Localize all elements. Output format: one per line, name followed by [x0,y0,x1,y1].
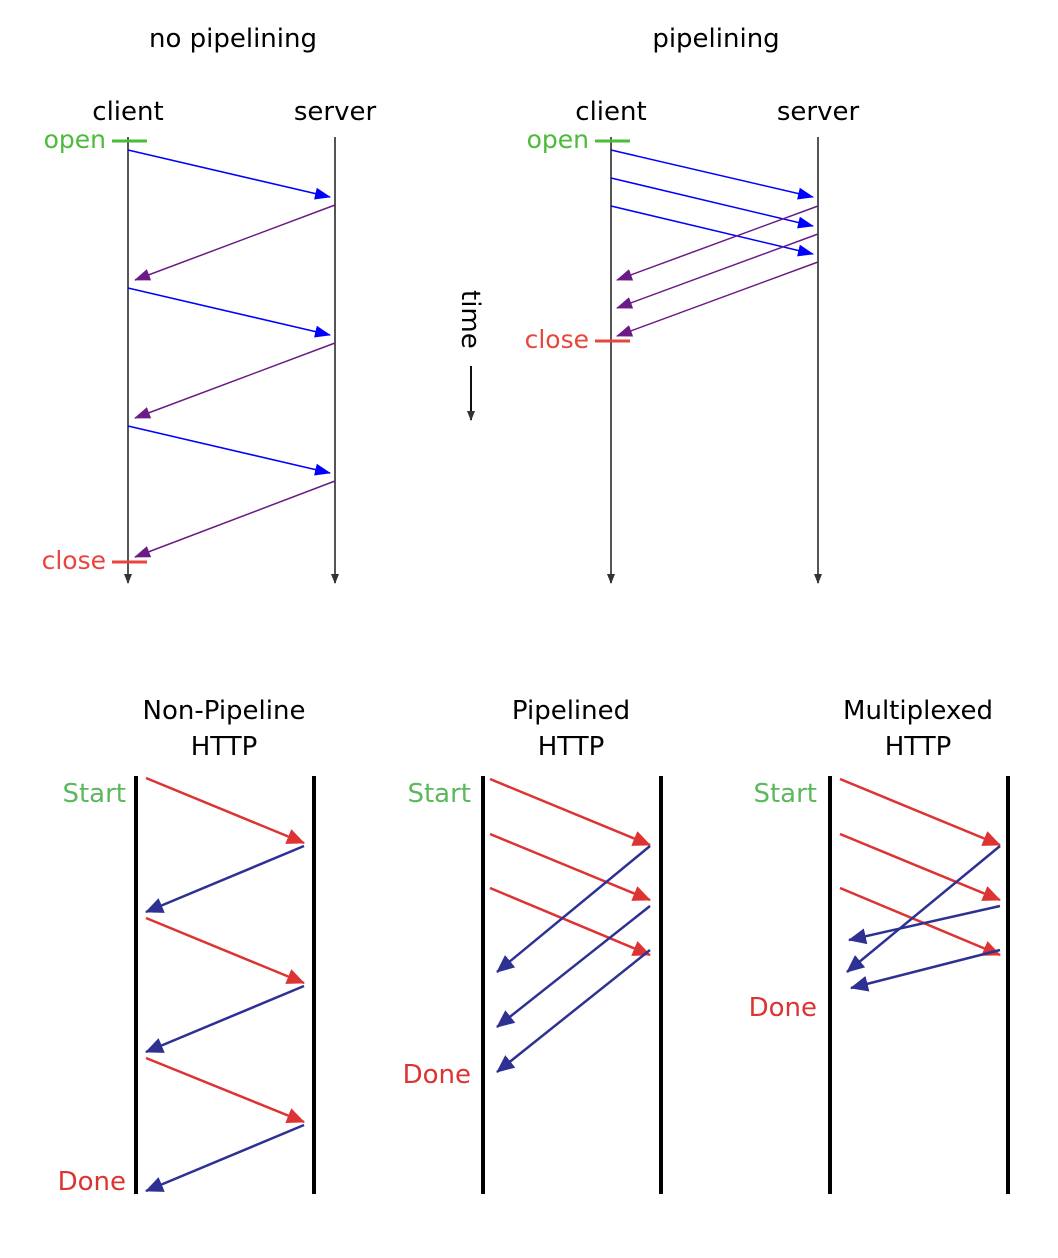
panel-title-line2: HTTP [538,732,605,762]
time-indicator: time [455,290,485,421]
request-arrow [127,287,331,338]
start-label: Start [753,779,817,809]
close-label: close [42,546,106,575]
server-label: server [777,97,860,127]
time-label: time [455,290,485,349]
done-label: Done [749,993,817,1023]
request-arrow [610,177,814,229]
response-arrow [616,233,819,309]
response-arrow [848,904,1001,945]
panel-title-line1: Multiplexed [843,696,993,726]
response-arrow [145,844,305,914]
request-arrow [145,1056,305,1124]
response-arrow [496,905,651,1028]
client-label: client [575,97,646,127]
pipelining-panel: pipelining client server open close [525,24,860,584]
panel-title: pipelining [652,24,779,54]
request-arrow [145,776,305,845]
request-arrow [610,149,814,200]
client-label: client [92,97,163,127]
panel-title-line2: HTTP [191,732,258,762]
request-arrow [839,886,1001,957]
request-arrow [610,205,814,257]
panel-title-line2: HTTP [885,732,952,762]
request-arrow [127,425,331,476]
multiplexed-http-panel: Multiplexed HTTP Start Done [749,696,1010,1194]
non-pipeline-http-panel: Non-Pipeline HTTP Start Done [58,696,316,1197]
open-label: open [527,125,589,154]
request-arrow [489,777,651,847]
panel-title-line1: Non-Pipeline [143,696,306,726]
request-arrow [839,777,1001,847]
no-pipelining-panel: no pipelining client server open close [42,24,377,584]
response-arrow [496,845,651,973]
response-arrow [134,342,336,419]
open-label: open [44,125,106,154]
server-label: server [294,97,377,127]
response-arrow [846,845,1001,973]
response-arrow [134,204,336,281]
done-label: Done [403,1060,471,1090]
panel-title-line1: Pipelined [512,696,630,726]
response-arrow [616,205,819,281]
response-arrow [496,949,651,1073]
request-arrow [127,149,331,200]
pipelined-http-panel: Pipelined HTTP Start Done [403,696,663,1194]
response-arrow [145,984,305,1054]
request-arrow [489,832,651,902]
close-label: close [525,325,589,354]
request-arrow [489,886,651,957]
response-arrow [145,1123,305,1193]
done-label: Done [58,1167,126,1197]
start-label: Start [407,779,471,809]
start-label: Start [62,779,126,809]
request-arrow [839,832,1001,902]
request-arrow [145,916,305,985]
response-arrow [134,480,336,558]
panel-title: no pipelining [149,24,317,54]
response-arrow [850,948,1001,992]
response-arrow [616,261,819,337]
